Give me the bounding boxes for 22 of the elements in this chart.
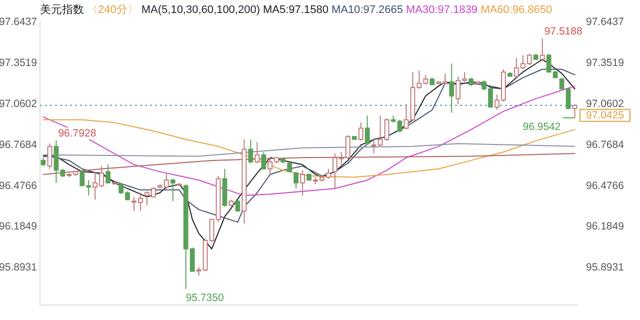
line-series xyxy=(42,68,576,223)
annotation: 97.5188 xyxy=(544,26,582,38)
line-series xyxy=(42,143,576,157)
text: MA(5,10,30,60,100,200) xyxy=(141,4,260,16)
ref-line-label: 97.0425 xyxy=(586,109,624,122)
text: MA10:97.2665 xyxy=(331,4,403,16)
text: MA5:97.1580 xyxy=(263,4,328,16)
annotation: 96.7928 xyxy=(58,127,96,140)
line-series xyxy=(42,152,576,175)
y2-tick-label: 97.6437 xyxy=(586,16,624,28)
y2-tick-label: 95.8931 xyxy=(586,262,624,274)
y2-tick-label: 96.7684 xyxy=(586,138,624,151)
annotation: 96.9542 xyxy=(522,120,561,133)
text: MA30:97.1839 xyxy=(406,4,478,16)
text: MA60:96.8650 xyxy=(480,4,552,16)
chart-subtitle: 〈240分〉 xyxy=(87,4,138,16)
y2-tick-label: 97.3519 xyxy=(586,56,624,69)
y2-tick-label: 96.1849 xyxy=(586,220,624,233)
annotation: 95.7350 xyxy=(186,292,224,304)
y2-tick-label: 97.0602 xyxy=(586,98,624,110)
y2-tick-label: 96.4766 xyxy=(586,180,624,192)
chart-title: 美元指数 xyxy=(40,3,84,16)
